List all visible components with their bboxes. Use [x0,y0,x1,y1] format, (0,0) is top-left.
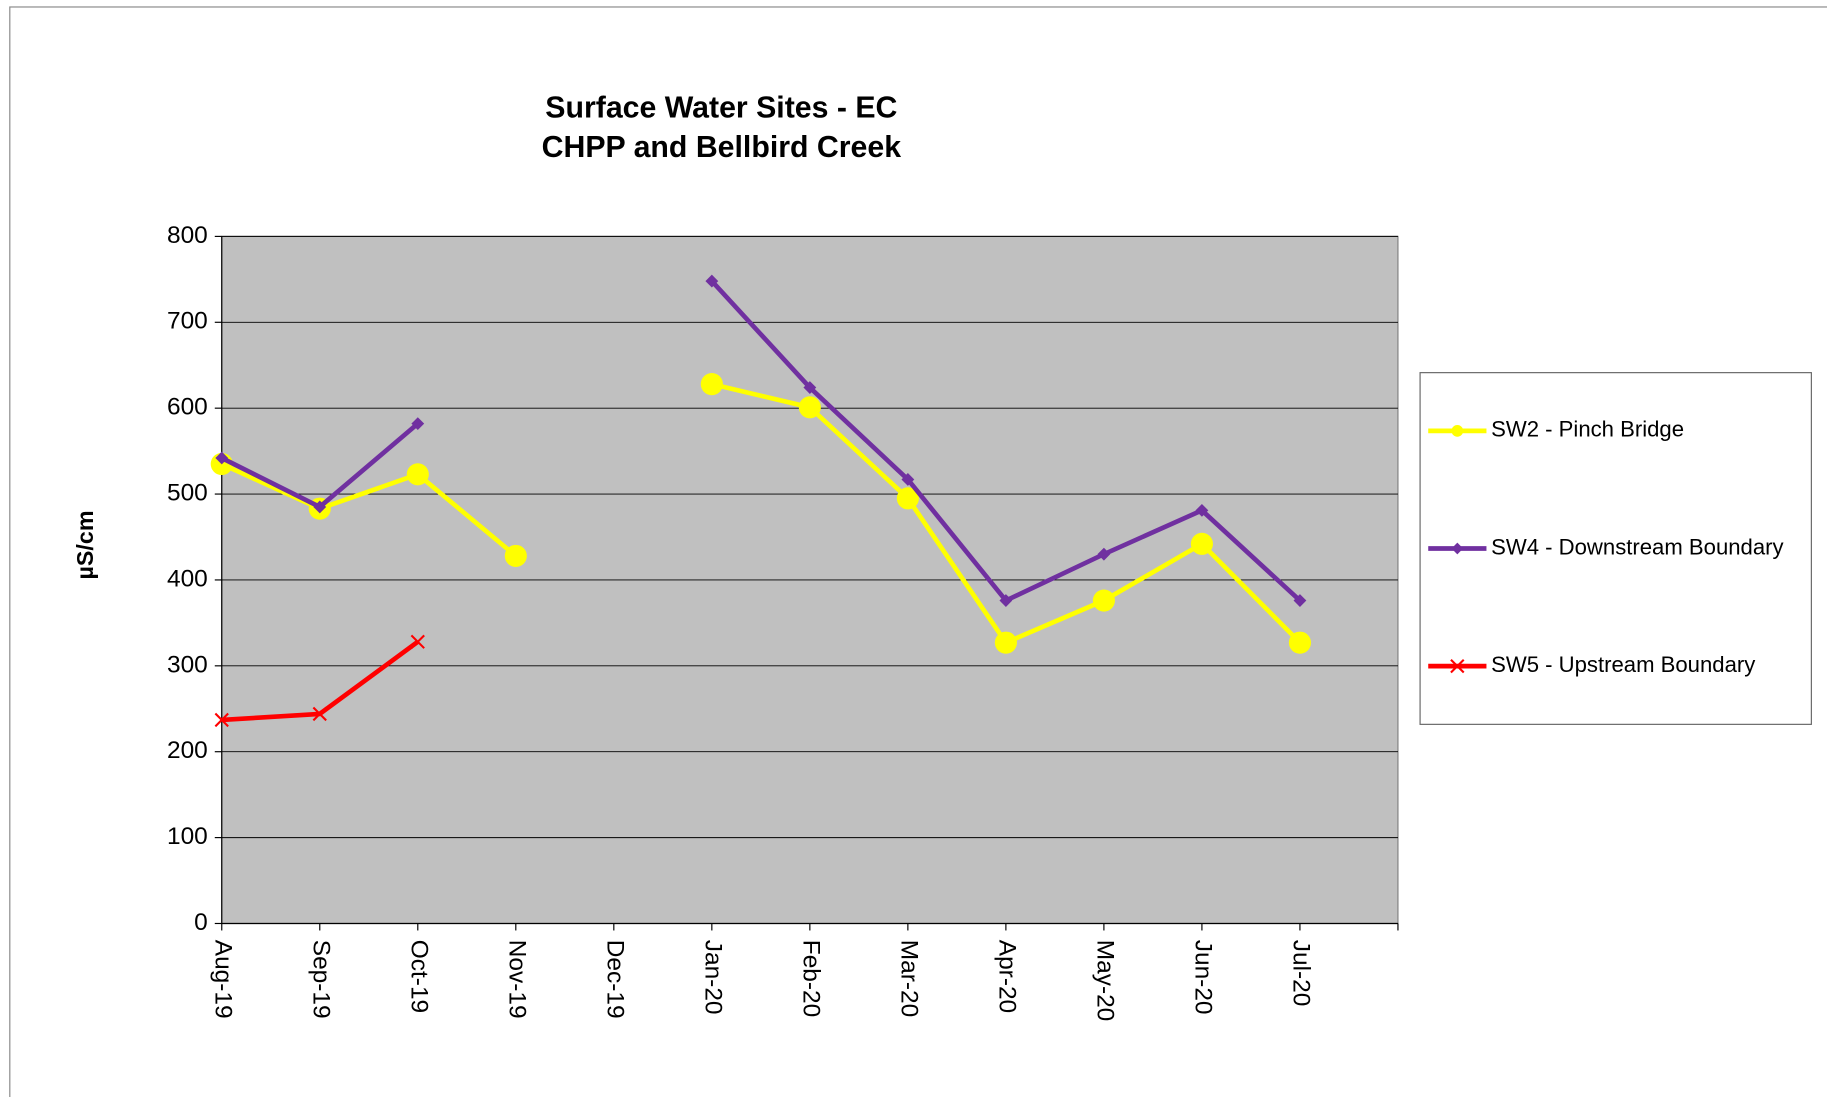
legend-label: SW2 - Pinch Bridge [1491,417,1684,442]
legend-label: SW4 - Downstream Boundary [1491,534,1784,559]
marker [705,274,719,288]
y-tick-label: 700 [167,308,208,335]
y-tick-label: 500 [167,480,208,507]
x-tick-label: Feb-20 [797,940,824,1017]
marker [410,634,425,649]
marker [1450,658,1465,674]
marker [215,451,229,465]
x-tick-label: Nov-19 [503,940,530,1019]
marker [1293,594,1307,607]
y-tick-label: 100 [167,823,208,850]
legend-label: SW5 - Upstream Boundary [1491,652,1756,677]
chart-subtitle: CHPP and Bellbird Creek [542,131,902,164]
marker [214,712,229,728]
y-tick-label: 600 [167,394,208,421]
y-tick-label: 400 [167,565,208,592]
marker [1451,425,1464,437]
marker [999,594,1013,607]
chart-title: Surface Water Sites - EC [545,91,897,124]
x-tick-label: Apr-20 [993,940,1020,1013]
marker [1288,631,1311,654]
x-tick-label: Aug-19 [209,940,236,1019]
marker [901,473,915,486]
marker [406,463,429,486]
marker [803,381,817,394]
marker [504,544,527,567]
marker [313,500,327,514]
marker [1190,532,1213,555]
marker [312,706,327,722]
marker [700,373,723,396]
x-tick-label: Oct-19 [405,940,432,1013]
marker [896,487,919,510]
y-tick-label: 200 [167,737,208,764]
marker [411,417,425,431]
x-tick-label: May-20 [1091,940,1118,1022]
marker [1092,589,1115,612]
y-tick-label: 300 [167,651,208,678]
y-tick-label: 0 [194,909,208,936]
marker [798,396,821,419]
marker [1097,547,1111,561]
marker [1195,503,1209,517]
x-tick-label: Jan-20 [699,940,726,1015]
x-tick-label: Dec-19 [601,940,628,1019]
y-axis-label: µS/cm [72,510,98,579]
x-tick-label: Jul-20 [1287,940,1314,1007]
x-tick-label: Jun-20 [1189,940,1216,1015]
y-tick-label: 800 [167,222,208,249]
x-tick-label: Sep-19 [307,940,334,1019]
x-tick-label: Mar-20 [895,940,922,1017]
marker [994,631,1017,654]
